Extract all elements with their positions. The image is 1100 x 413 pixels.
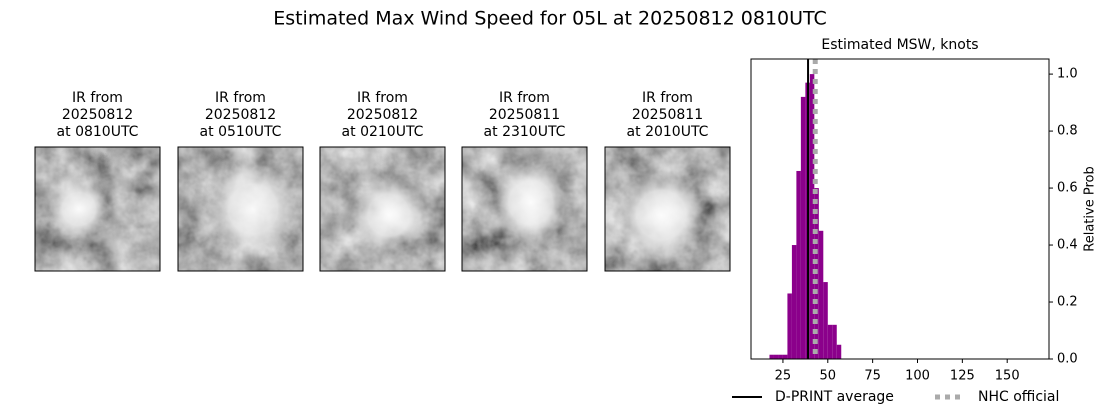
x-tick-label: 50 xyxy=(820,369,837,384)
histogram-bar xyxy=(809,74,815,359)
histogram-bar xyxy=(782,354,788,359)
panel-label: 20250812 xyxy=(347,107,418,123)
panel-label: at 2310UTC xyxy=(484,124,566,140)
panel-frame xyxy=(34,146,161,272)
panel-label: 20250811 xyxy=(489,107,560,123)
storm-core xyxy=(616,170,707,261)
panel-frame xyxy=(461,146,588,272)
storm-core xyxy=(48,179,109,239)
legend-label: D-PRINT average xyxy=(775,389,894,405)
y-tick-label: 0.8 xyxy=(1057,124,1078,139)
histogram-bar xyxy=(832,324,837,359)
panel-label: 20250811 xyxy=(632,107,703,123)
x-tick-label: 75 xyxy=(864,369,881,384)
legend-label: NHC official xyxy=(978,389,1059,405)
x-tick-label: 100 xyxy=(905,369,930,384)
histogram-bar xyxy=(796,170,801,359)
panel-label: at 0510UTC xyxy=(200,124,282,140)
panel-frame xyxy=(604,146,731,272)
panel-label: IR from xyxy=(72,90,123,106)
axes-frame xyxy=(750,58,1050,360)
histogram-bar xyxy=(778,354,783,359)
storm-core xyxy=(350,177,427,254)
panel-frame xyxy=(319,146,446,272)
y-tick-label: 1.0 xyxy=(1057,67,1078,82)
histogram-bar xyxy=(836,344,842,359)
histogram-bar xyxy=(800,96,806,360)
x-tick-label: 25 xyxy=(775,369,792,384)
histogram-bar xyxy=(791,245,797,359)
y-tick-label: 0.0 xyxy=(1057,352,1078,367)
x-tick-label: 150 xyxy=(995,369,1020,384)
y-tick-label: 0.2 xyxy=(1057,295,1078,310)
storm-core xyxy=(208,164,298,254)
panel-label: IR from xyxy=(357,90,408,106)
panel-label: IR from xyxy=(642,90,693,106)
panel-label: at 2010UTC xyxy=(627,124,709,140)
y-tick-label: 0.4 xyxy=(1057,238,1078,253)
panel-label: at 0810UTC xyxy=(57,124,139,140)
histogram-bar xyxy=(787,293,792,359)
panel-label: IR from xyxy=(215,90,266,106)
y-axis-label: Relative Prob xyxy=(1083,166,1098,251)
panel-label: 20250812 xyxy=(205,107,276,123)
axes-title: Estimated MSW, knots xyxy=(821,37,978,53)
y-tick-label: 0.6 xyxy=(1057,181,1078,196)
figure-title: Estimated Max Wind Speed for 05L at 2025… xyxy=(273,8,827,30)
x-tick-label: 125 xyxy=(950,369,975,384)
panel-label: at 0210UTC xyxy=(342,124,424,140)
histogram-bar xyxy=(773,354,779,359)
storm-core xyxy=(490,162,571,243)
histogram-bar xyxy=(827,324,833,359)
panel-label: IR from xyxy=(499,90,550,106)
histogram-bar xyxy=(818,230,824,359)
histogram-bar xyxy=(823,282,828,359)
panel-label: 20250812 xyxy=(62,107,133,123)
panel-frame xyxy=(177,146,304,272)
histogram-bar xyxy=(769,354,774,359)
